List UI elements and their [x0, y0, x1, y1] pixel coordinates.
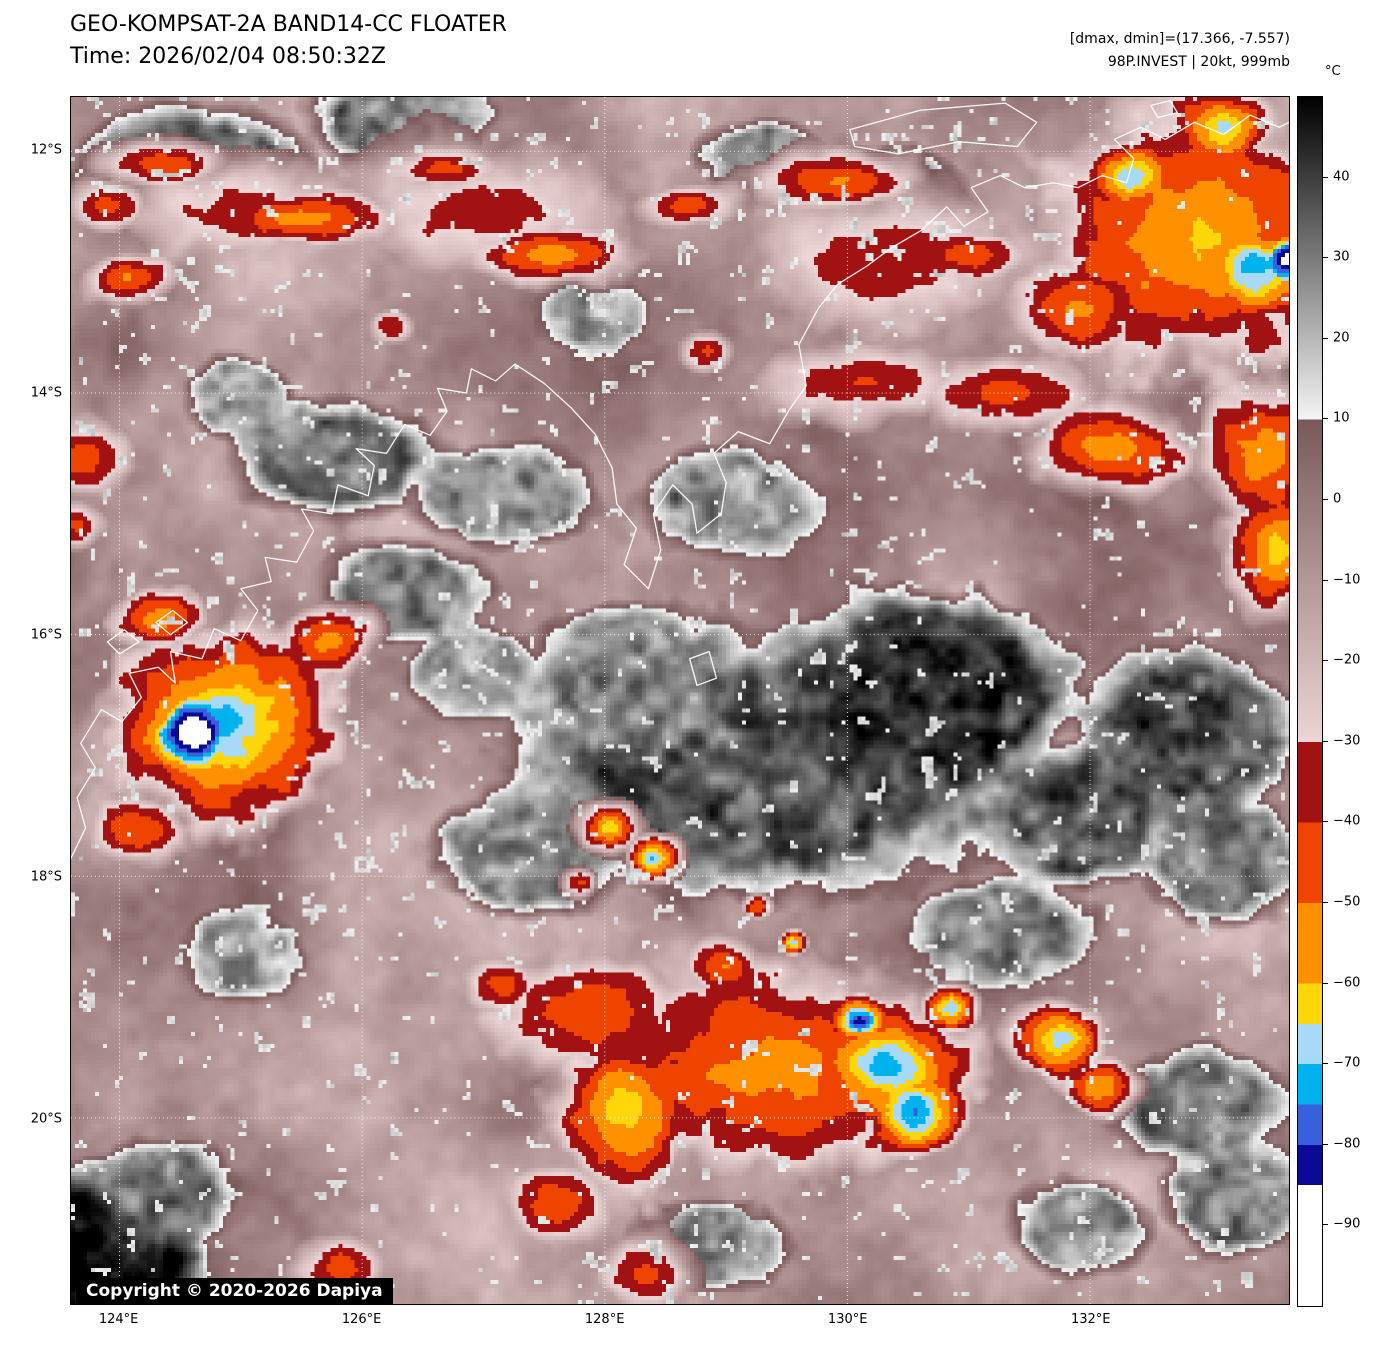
coastline	[106, 629, 140, 655]
coastline	[1150, 99, 1179, 119]
lon-axis-label: 132°E	[1070, 1312, 1111, 1327]
lon-axis-label: 126°E	[341, 1312, 382, 1327]
colorbar-tick-label: 20	[1333, 330, 1350, 346]
colorbar-tick-label: 0	[1333, 491, 1342, 507]
colorbar-tick-mark	[1323, 660, 1328, 662]
colorbar-tick-label: −50	[1333, 894, 1361, 910]
colorbar-gradient	[1298, 97, 1322, 1306]
colorbar-tick-mark	[1323, 1143, 1328, 1145]
colorbar-tick-label: −40	[1333, 813, 1361, 829]
lon-axis-label: 130°E	[827, 1312, 868, 1327]
colorbar-tick-mark	[1323, 337, 1328, 339]
colorbar-tick-label: −30	[1333, 733, 1361, 749]
lon-axis-label: 128°E	[584, 1312, 625, 1327]
lat-axis-label: 16°S	[30, 627, 62, 643]
lat-axis-label: 20°S	[30, 1111, 62, 1127]
lon-axis-label: 124°E	[98, 1312, 139, 1327]
colorbar-tick-mark	[1323, 1063, 1328, 1065]
coastline	[155, 609, 189, 636]
dmax-dmin-readout: [dmax, dmin]=(17.366, -7.557)	[1069, 31, 1290, 47]
coastline	[849, 102, 1038, 155]
product-title: GEO-KOMPSAT-2A BAND14-CC FLOATER	[70, 12, 507, 37]
colorbar-tick-mark	[1323, 982, 1328, 984]
colorbar-tick-label: −20	[1333, 652, 1361, 668]
timestamp: Time: 2026/02/04 08:50:32Z	[70, 44, 386, 69]
colorbar-tick-mark	[1323, 902, 1328, 903]
colorbar-tick-label: 10	[1333, 410, 1350, 426]
colorbar-tick-label: −70	[1333, 1055, 1361, 1071]
copyright-watermark: Copyright © 2020-2026 Dapiya	[76, 1278, 393, 1304]
colorbar-tick-mark	[1323, 821, 1328, 823]
colorbar-tick-label: 40	[1333, 169, 1350, 185]
colorbar-tick-mark	[1323, 499, 1328, 500]
colorbar-tick-mark	[1323, 1224, 1328, 1226]
lat-axis-label: 14°S	[30, 385, 62, 400]
colorbar-tick-label: −10	[1333, 572, 1361, 588]
colorbar-tick-mark	[1323, 176, 1328, 178]
satellite-map: Copyright © 2020-2026 Dapiya	[70, 96, 1290, 1305]
coastline	[71, 114, 1289, 859]
lat-axis-label: 12°S	[30, 142, 62, 158]
coastline	[689, 650, 718, 687]
colorbar-tick-mark	[1323, 579, 1328, 581]
colorbar-tick-mark	[1323, 740, 1328, 742]
info-block: [dmax, dmin]=(17.366, -7.557) 98P.INVEST…	[1070, 28, 1290, 74]
map-overlay	[71, 97, 1289, 1304]
colorbar	[1297, 96, 1323, 1307]
colorbar-tick-label: −60	[1333, 975, 1361, 991]
colorbar-tick-mark	[1323, 418, 1328, 420]
colorbar-tick-label: −80	[1333, 1136, 1361, 1152]
colorbar-tick-mark	[1323, 257, 1328, 259]
colorbar-tick-label: 30	[1333, 249, 1350, 265]
lat-axis-label: 18°S	[30, 869, 62, 885]
colorbar-tick-label: −90	[1333, 1216, 1361, 1232]
storm-readout: 98P.INVEST | 20kt, 999mb	[1107, 54, 1290, 70]
satellite-imagery-canvas	[71, 97, 1289, 1304]
colorbar-unit-label: °C	[1325, 64, 1341, 79]
